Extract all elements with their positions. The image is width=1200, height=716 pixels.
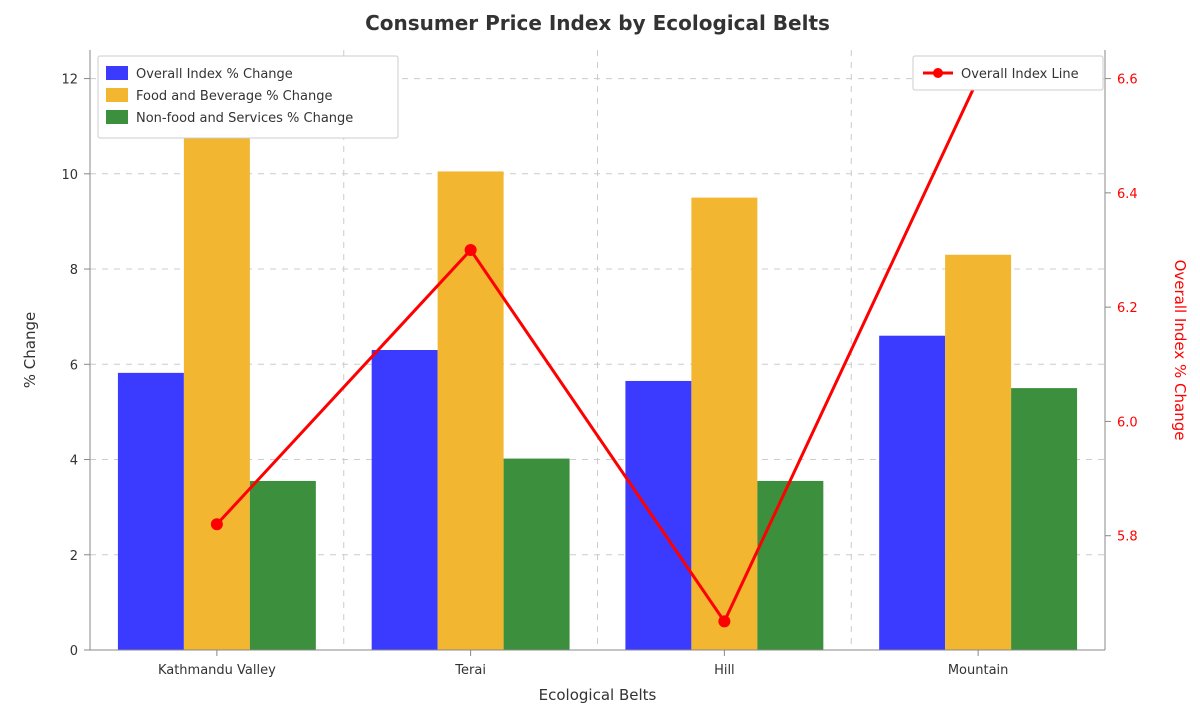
bar xyxy=(250,481,316,650)
bar xyxy=(118,373,184,650)
overall-line-marker xyxy=(211,518,223,530)
xtick-label: Kathmandu Valley xyxy=(158,663,276,678)
ytick-right-label: 6.2 xyxy=(1117,301,1138,316)
y-axis-right-label: Overall Index % Change xyxy=(1171,260,1189,441)
xtick-label: Mountain xyxy=(948,663,1009,678)
ytick-left-label: 4 xyxy=(70,454,78,469)
ytick-right-label: 6.6 xyxy=(1117,73,1138,88)
y-axis-left-label: % Change xyxy=(21,312,39,388)
bar xyxy=(879,336,945,650)
bar xyxy=(1011,388,1077,650)
chart-title: Consumer Price Index by Ecological Belts xyxy=(365,11,830,35)
bar xyxy=(625,381,691,650)
xtick-label: Hill xyxy=(714,663,735,678)
ytick-right-label: 5.8 xyxy=(1117,530,1138,545)
legend-line-marker xyxy=(933,68,943,78)
legend-label: Overall Index % Change xyxy=(136,67,293,82)
ytick-right-label: 6.4 xyxy=(1117,187,1138,202)
ytick-left-label: 2 xyxy=(70,549,78,564)
legend-label: Non-food and Services % Change xyxy=(136,111,353,126)
ytick-left-label: 8 xyxy=(70,263,78,278)
ytick-left-label: 10 xyxy=(61,168,78,183)
bar xyxy=(438,171,504,650)
x-axis-label: Ecological Belts xyxy=(539,686,657,704)
legend-label: Food and Beverage % Change xyxy=(136,89,332,104)
ytick-left-label: 12 xyxy=(61,73,78,88)
ytick-right-label: 6.0 xyxy=(1117,415,1138,430)
overall-line-marker xyxy=(465,244,477,256)
overall-line-marker xyxy=(718,615,730,627)
bar xyxy=(945,255,1011,650)
bar xyxy=(691,198,757,650)
xtick-label: Terai xyxy=(454,663,486,678)
chart-svg: 0 2 4 6 8 10 12 5.8 6.0 6.2 6.4 6.6 Kathmandu Valley… xyxy=(0,0,1200,716)
bar xyxy=(757,481,823,650)
bar xyxy=(372,350,438,650)
ytick-left-label: 6 xyxy=(70,358,78,373)
legend-swatch xyxy=(106,66,128,80)
ytick-left-label: 0 xyxy=(70,644,78,659)
legend-swatch xyxy=(106,110,128,124)
legend-line-label: Overall Index Line xyxy=(961,67,1079,82)
bar xyxy=(504,459,570,650)
bar xyxy=(184,74,250,650)
chart-container: 0 2 4 6 8 10 12 5.8 6.0 6.2 6.4 6.6 Kathmandu Valley… xyxy=(0,0,1200,716)
legend-swatch xyxy=(106,88,128,102)
